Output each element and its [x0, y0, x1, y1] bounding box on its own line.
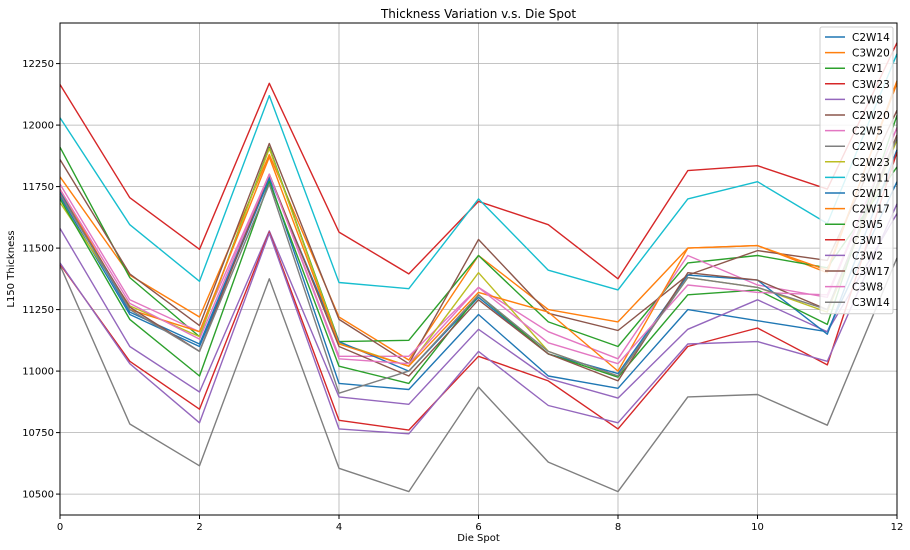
legend-label: C2W20 [852, 110, 890, 122]
axis-ticks: 0 2 4 6 8 10 12 10500 10750 11000 11250 11500 11750 1… [22, 59, 903, 533]
series-line-c3w1 [59, 151, 898, 431]
y-tick-label: 11500 [22, 244, 54, 255]
x-tick-label: 8 [615, 522, 621, 533]
series-line-c3w8 [59, 127, 898, 365]
series-line-c2w2 [59, 257, 898, 493]
legend-label: C2W2 [852, 141, 883, 153]
legend-label: C3W8 [852, 282, 883, 294]
legend-label: C3W5 [852, 219, 883, 231]
series-line-c2w17 [59, 83, 898, 372]
series-line-c2w20 [59, 110, 898, 365]
series-line-c2w8 [59, 213, 898, 405]
legend-label: C2W17 [852, 204, 890, 216]
legend-label: C3W23 [852, 79, 890, 91]
y-tick-label: 10500 [22, 490, 54, 501]
y-tick-label: 11750 [22, 182, 54, 193]
y-tick-label: 11000 [22, 367, 54, 378]
x-tick-label: 10 [751, 522, 764, 533]
y-tick-label: 11250 [22, 305, 54, 316]
legend-label: C3W14 [852, 297, 890, 309]
y-tick-label: 10750 [22, 428, 54, 439]
legend-label: C3W20 [852, 48, 890, 60]
series-line-c3w23 [59, 42, 898, 280]
series-line-c3w2 [59, 203, 898, 435]
x-tick-label: 2 [196, 522, 202, 533]
series-line-c3w14 [59, 137, 898, 394]
legend-label: C3W2 [852, 250, 883, 262]
x-tick-label: 6 [475, 522, 481, 533]
legend-label: C2W8 [852, 94, 883, 106]
legend-label: C2W1 [852, 63, 883, 75]
legend-label: C3W17 [852, 266, 890, 278]
y-axis-label: L150 Thickness [6, 230, 17, 307]
legend: C2W14 C3W20 C2W1 C3W23 C2W8 C2W20 C2W5 C2W2 C2W2… [819, 26, 894, 315]
x-tick-label: 12 [891, 522, 904, 533]
series-line-c3w11 [59, 53, 898, 291]
x-tick-label: 0 [57, 522, 63, 533]
legend-label: C2W23 [852, 157, 890, 169]
legend-label: C2W11 [852, 188, 890, 200]
series-lines [59, 42, 898, 493]
x-axis-label: Die Spot [457, 533, 500, 544]
y-tick-label: 12000 [22, 121, 54, 132]
legend-label: C3W1 [852, 235, 883, 247]
legend-label: C2W5 [852, 126, 883, 138]
y-tick-label: 12250 [22, 59, 54, 70]
series-line-c2w14 [59, 178, 898, 391]
chart-title: Thickness Variation v.s. Die Spot [380, 7, 576, 21]
legend-label: C2W14 [852, 32, 890, 44]
legend-label: C3W11 [852, 172, 890, 184]
grid [59, 23, 898, 515]
x-tick-label: 4 [336, 522, 342, 533]
